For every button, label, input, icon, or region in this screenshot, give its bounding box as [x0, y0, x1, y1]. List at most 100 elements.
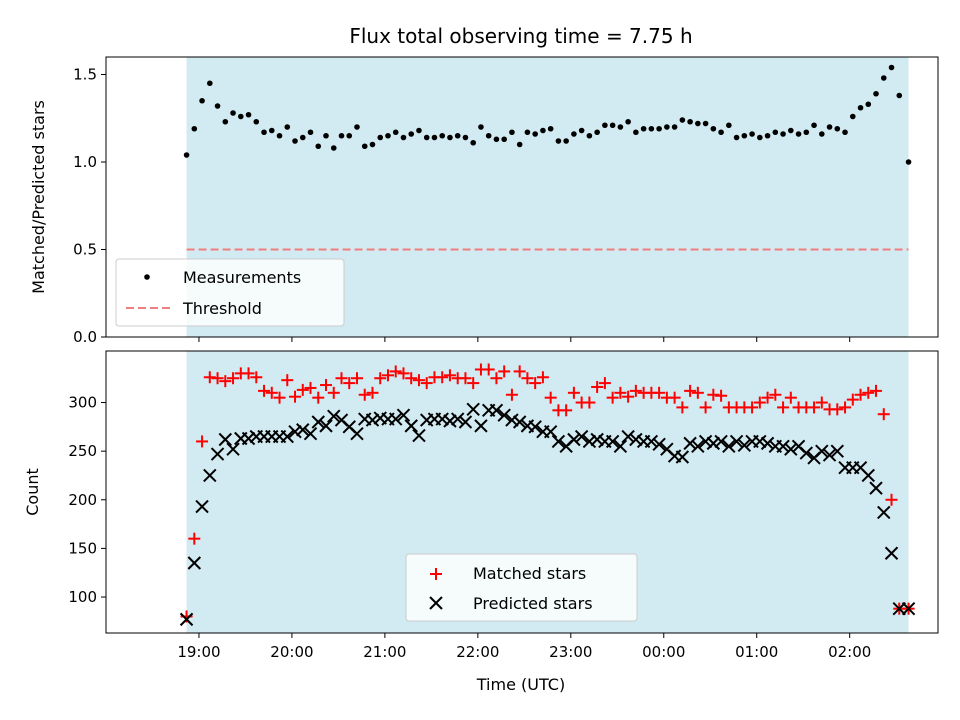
- measurement-point: [780, 131, 786, 137]
- measurement-point: [299, 134, 306, 141]
- matched-star-point: [242, 367, 255, 380]
- measurement-point: [865, 101, 872, 108]
- measurement-point: [849, 113, 856, 120]
- matched-star-point: [715, 389, 728, 402]
- measurement-point: [292, 138, 298, 144]
- matched-star-point: [668, 391, 681, 404]
- top-y-axis-label: Matched/Predicted stars: [29, 100, 48, 294]
- measurement-point: [594, 129, 600, 136]
- measurement-point: [633, 129, 639, 136]
- measurement-point: [509, 129, 515, 136]
- matched-star-point: [622, 390, 635, 403]
- measurement-point: [609, 122, 616, 129]
- top-axes-frame: [105, 56, 939, 338]
- predicted-star-point: [629, 432, 643, 447]
- measurement-point: [741, 132, 748, 139]
- matched-star-point: [327, 386, 340, 399]
- y-tick-label: 150: [68, 539, 97, 557]
- x-tick-label: 21:00: [363, 643, 406, 661]
- measurement-point: [230, 110, 236, 116]
- predicted-star-point: [466, 402, 480, 417]
- matched-star-point: [544, 391, 557, 404]
- predicted-star-point: [187, 556, 202, 570]
- legend-matched-label: Matched stars: [473, 564, 586, 583]
- measurement-point: [718, 129, 724, 136]
- measurement-point: [656, 125, 662, 132]
- matched-star-point: [777, 401, 790, 414]
- measurement-point: [772, 129, 779, 136]
- predicted-star-point: [884, 546, 899, 560]
- matched-star-point: [684, 384, 697, 397]
- matched-star-point: [304, 381, 317, 394]
- matched-star-point: [815, 396, 828, 409]
- measurement-point: [214, 103, 221, 109]
- matched-star-point: [614, 386, 627, 399]
- bottom-y-axis-label: Count: [23, 468, 42, 516]
- predicted-stars-points: [179, 402, 916, 627]
- matched-star-point: [536, 371, 549, 384]
- measurement-point: [423, 134, 430, 141]
- top-panel: 0.0 0.5 1.0 1.5 Matched/Predicted stars Mea…: [29, 56, 939, 346]
- matched-star-point: [420, 377, 433, 390]
- y-tick-label: 1.5: [73, 66, 97, 84]
- matched-star-point: [529, 377, 542, 390]
- x-tick-label: 19:00: [177, 643, 220, 661]
- matched-star-point: [366, 386, 379, 399]
- predicted-star-point: [582, 434, 597, 449]
- matched-star-point: [521, 372, 534, 385]
- measurement-point: [648, 125, 655, 132]
- predicted-star-point: [737, 438, 752, 453]
- measurement-point: [470, 139, 476, 146]
- predicted-star-point: [435, 412, 449, 426]
- legend-matched-marker: [430, 568, 442, 580]
- matched-star-point: [320, 379, 333, 392]
- predicted-star-point: [412, 428, 426, 443]
- predicted-star-point: [551, 434, 566, 449]
- predicted-star-point: [652, 437, 666, 452]
- predicted-star-point: [280, 429, 294, 444]
- predicted-star-point: [179, 612, 194, 627]
- bottom-axes-frame: [105, 350, 939, 634]
- matched-star-point: [854, 388, 867, 401]
- top-y-ticks: 0.0 0.5 1.0 1.5: [73, 66, 106, 346]
- top-legend-box: [115, 258, 345, 327]
- predicted-star-point: [389, 412, 403, 426]
- matched-star-point: [676, 401, 689, 414]
- y-tick-label: 0.0: [73, 328, 97, 346]
- measurement-point: [237, 113, 244, 120]
- matched-star-point: [436, 371, 449, 384]
- measurement-point: [687, 118, 693, 125]
- measurement-point: [330, 145, 337, 151]
- matched-star-point: [753, 396, 766, 409]
- matched-stars-points: [180, 363, 915, 623]
- measurement-point: [563, 138, 569, 144]
- measurement-point: [207, 80, 213, 87]
- matched-star-point: [211, 372, 224, 385]
- matched-star-point: [513, 365, 526, 378]
- measurement-point: [447, 134, 453, 141]
- measurement-point: [431, 134, 438, 141]
- measurement-point: [733, 134, 740, 141]
- y-tick-label: 1.0: [73, 153, 97, 171]
- measurement-point: [842, 129, 848, 136]
- measurement-point: [462, 134, 469, 141]
- x-tick-label: 01:00: [735, 643, 778, 661]
- y-tick-label: 100: [68, 588, 97, 606]
- bottom-panel: 100 150 200 250 300 19:00 20:00 21:00 22:00 23:0…: [23, 350, 939, 694]
- matched-star-point: [583, 396, 596, 409]
- measurement-point: [532, 131, 538, 137]
- matched-star-point: [870, 384, 883, 397]
- measurement-point: [338, 132, 345, 139]
- y-tick-label: 250: [68, 442, 97, 460]
- measurement-point: [346, 132, 353, 139]
- measurement-point: [408, 131, 415, 137]
- measurement-point: [245, 111, 252, 118]
- measurement-point: [896, 92, 903, 99]
- measurement-point: [439, 132, 446, 139]
- matched-star-point: [281, 374, 294, 387]
- measurement-point: [369, 141, 376, 148]
- predicted-star-point: [675, 450, 690, 464]
- predicted-star-point: [722, 439, 736, 454]
- matched-star-point: [296, 383, 309, 396]
- matched-star-point: [560, 404, 573, 417]
